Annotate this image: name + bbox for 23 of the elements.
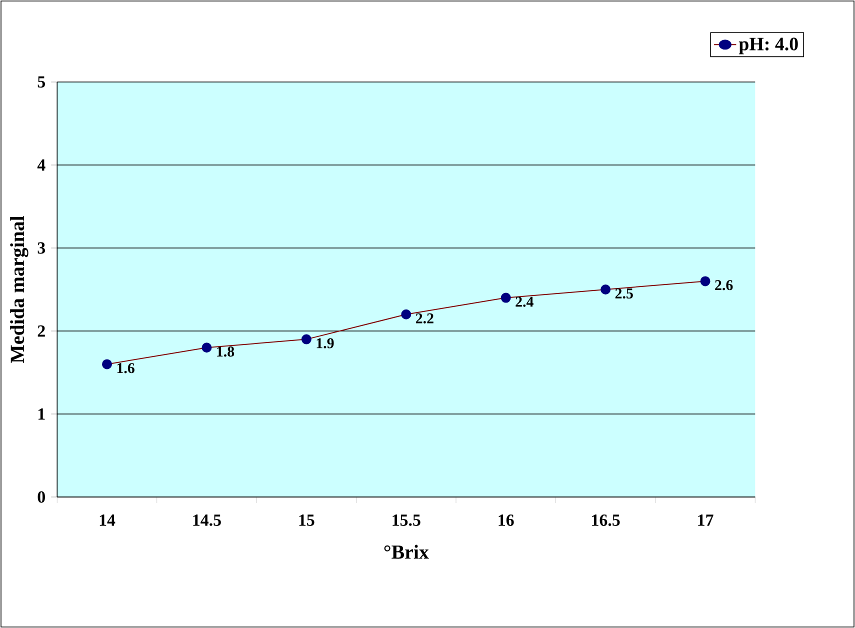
legend-label: pH: 4.0 [738,38,798,54]
y-tick-label: 4 [37,159,46,171]
x-tick-label: 16.5 [592,514,620,526]
x-tick-label: 16 [498,514,514,526]
data-label: 2.2 [416,313,434,324]
y-tick-label: 0 [38,491,45,503]
data-label: 1.6 [117,363,134,374]
x-tick-label: 15.5 [392,514,420,526]
x-tick-label: 15 [299,514,314,526]
y-tick-label: 3 [38,242,46,254]
x-tick-label: 17 [698,514,714,526]
y-tick-label: 2 [38,325,45,337]
y-tick-label: 1 [38,408,45,420]
x-tick-label: 14.5 [193,514,221,526]
data-label: 2.5 [615,288,633,299]
y-axis-title: Medida marginal [10,216,28,364]
data-label: 2.6 [715,280,733,290]
y-tick-label: 5 [38,76,45,88]
x-tick-label: 14 [100,514,116,526]
data-label: 1.9 [316,338,334,348]
data-label: 2.4 [516,296,534,307]
x-axis-title: °Brix [384,544,429,559]
data-label: 1.8 [217,346,234,357]
